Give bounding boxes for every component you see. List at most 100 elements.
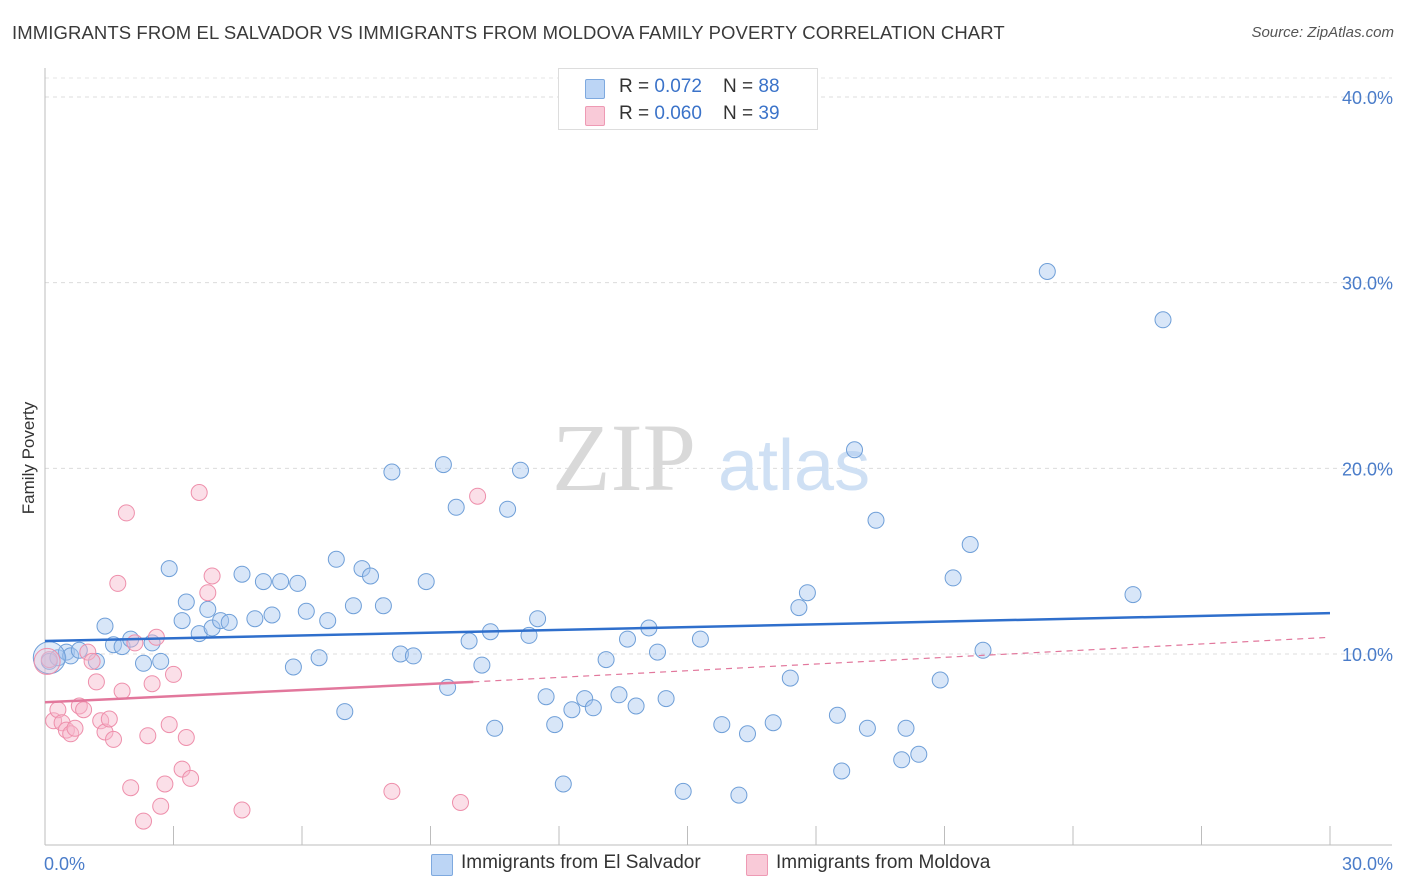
point-moldova: [117, 504, 135, 522]
point-moldova: [96, 723, 114, 741]
point-el-salvador: [173, 612, 191, 630]
point-el-salvador: [297, 602, 315, 620]
point-el-salvador: [220, 613, 238, 631]
legend-swatch-moldova: [746, 854, 768, 876]
point-el-salvador: [893, 751, 911, 769]
point-el-salvador: [272, 573, 290, 591]
point-el-salvador: [417, 573, 435, 591]
point-el-salvador: [546, 716, 564, 734]
watermark-zip: ZIP: [552, 404, 696, 511]
point-el-salvador: [49, 649, 67, 667]
point-el-salvador: [374, 597, 392, 615]
point-el-salvador: [1038, 263, 1056, 280]
point-el-salvador: [327, 550, 345, 568]
point-moldova: [165, 665, 182, 683]
point-el-salvador: [961, 536, 979, 553]
watermark-atlas: atlas: [718, 426, 870, 506]
point-el-salvador: [649, 643, 666, 661]
legend-n-label: N =: [723, 103, 759, 124]
point-moldova: [160, 716, 178, 734]
point-moldova: [139, 727, 157, 745]
legend-swatch-el-salvador: [585, 79, 605, 99]
point-el-salvador: [858, 719, 876, 737]
legend-r-label: R =: [619, 76, 655, 97]
legend-label-el-salvador: Immigrants from El Salvador: [461, 852, 701, 873]
axes: [44, 68, 1392, 846]
point-el-salvador: [974, 641, 992, 659]
point-el-salvador: [576, 690, 594, 708]
point-el-salvador: [70, 641, 88, 659]
point-el-salvador: [610, 686, 628, 704]
point-el-salvador: [781, 669, 799, 687]
y-tick-label: 20.0%: [1342, 459, 1393, 479]
point-moldova: [190, 484, 208, 501]
point-moldova: [79, 643, 97, 661]
point-el-salvador: [833, 762, 851, 780]
legend-r-label: R =: [619, 103, 655, 124]
point-el-salvador: [486, 719, 504, 737]
point-el-salvador: [203, 619, 221, 637]
watermark: ZIP atlas: [552, 404, 870, 511]
point-moldova: [233, 801, 251, 819]
point-el-salvador: [62, 647, 80, 665]
point-el-salvador: [713, 716, 731, 734]
point-moldova: [383, 782, 401, 800]
point-el-salvador: [160, 560, 178, 578]
point-el-salvador: [336, 703, 354, 721]
point-el-salvador: [152, 652, 170, 670]
point-moldova: [92, 712, 110, 730]
point-moldova: [173, 760, 191, 778]
point-el-salvador: [383, 463, 401, 481]
point-el-salvador: [627, 697, 645, 715]
point-el-salvador: [828, 706, 846, 724]
point-moldova: [135, 812, 152, 830]
y-tick-label: 30.0%: [1342, 274, 1393, 294]
y-axis-label: Family Poverty: [19, 401, 38, 514]
point-el-salvador: [447, 498, 465, 516]
point-el-salvador: [404, 647, 422, 665]
point-el-salvador: [691, 630, 709, 648]
data-points: [32, 263, 1172, 830]
point-el-salvador: [362, 567, 379, 585]
point-el-salvador: [563, 701, 581, 719]
legend-swatch-el-salvador: [431, 854, 453, 876]
point-el-salvador: [730, 786, 748, 804]
point-el-salvador: [739, 725, 756, 743]
legend-n-value: 88: [758, 76, 780, 97]
point-el-salvador: [87, 652, 105, 670]
point-el-salvador: [764, 714, 782, 732]
point-el-salvador: [96, 617, 114, 635]
point-moldova: [452, 794, 469, 811]
legend-n-label: N =: [723, 76, 759, 97]
legend-n-value: 39: [758, 103, 780, 124]
point-el-salvador: [233, 565, 251, 583]
chart-title: IMMIGRANTS FROM EL SALVADOR VS IMMIGRANT…: [12, 22, 1005, 43]
point-el-salvador: [434, 456, 452, 474]
point-moldova: [143, 675, 161, 693]
point-moldova: [152, 797, 170, 815]
point-el-salvador: [1154, 311, 1172, 329]
point-moldova: [40, 651, 58, 669]
legend-r-value: 0.060: [654, 103, 702, 124]
point-moldova: [156, 775, 174, 793]
tick-labels: 10.0% 20.0% 30.0% 40.0% 0.0% 30.0%: [44, 88, 1393, 874]
legend-swatch-moldova: [585, 106, 605, 126]
point-moldova: [100, 710, 118, 728]
x-tick-label: 30.0%: [1342, 854, 1393, 874]
point-el-salvador: [619, 630, 636, 648]
point-el-salvador: [798, 584, 816, 602]
point-el-salvador: [897, 719, 915, 737]
point-el-salvador: [460, 632, 478, 650]
point-el-salvador: [284, 658, 302, 676]
legend-label-moldova: Immigrants from Moldova: [776, 852, 991, 873]
point-el-salvador: [529, 610, 547, 628]
point-moldova: [66, 719, 84, 737]
point-moldova: [45, 712, 63, 730]
point-moldova: [126, 634, 144, 652]
trend-line-moldova: [44, 680, 474, 704]
point-moldova-cluster: [33, 647, 61, 675]
point-moldova: [199, 584, 217, 602]
point-el-salvador: [473, 656, 491, 674]
point-moldova: [177, 729, 195, 746]
